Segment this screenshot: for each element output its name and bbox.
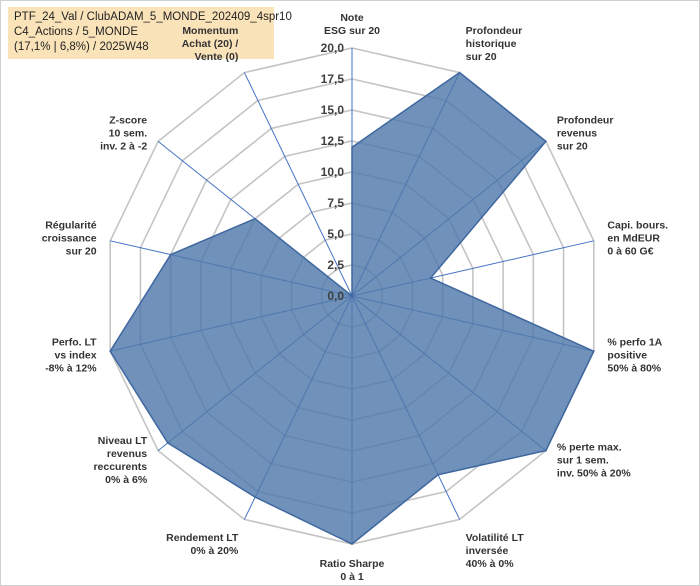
axis-label: Perfo. LT vs index -8% à 12% <box>45 336 97 374</box>
axis-label-line: Capi. bours. <box>607 220 668 232</box>
axis-label-line: reccurents <box>93 461 147 473</box>
axis-label-line: Perfo. LT <box>52 336 97 348</box>
axis-label-line: Vente (0) <box>195 51 239 63</box>
axis-label-line: positive <box>607 349 647 361</box>
tick-label: 0,0 <box>327 289 344 303</box>
axis-label-line: sur 1 sem. <box>557 454 609 466</box>
tick-label: 10,0 <box>321 165 345 179</box>
axis-label-line: Profondeur <box>466 25 523 37</box>
tick-label: 5,0 <box>327 227 344 241</box>
axis-label-line: Achat (20) / <box>182 38 239 50</box>
axis-label-line: Ratio Sharpe <box>320 558 385 570</box>
data-point <box>437 473 439 476</box>
axis-label-line: Niveau LT <box>98 435 148 447</box>
axis-label-line: 50% à 80% <box>607 362 661 374</box>
axis-label-line: Profondeur <box>557 115 614 127</box>
axis-label: Note ESG sur 20 <box>324 12 380 37</box>
axis-label: Capi. bours. en MdEUR 0 à 60 G€ <box>607 220 668 258</box>
data-point <box>429 277 432 279</box>
axis-label-line: sur 20 <box>66 246 97 258</box>
axis-label: Niveau LT revenus reccurents 0% à 6% <box>93 435 147 486</box>
data-point <box>545 140 547 143</box>
data-point <box>592 350 595 352</box>
tick-label: 15,0 <box>321 103 345 117</box>
axis-label-line: 0% à 6% <box>105 474 148 486</box>
axis-label-line: Rendement LT <box>166 532 239 544</box>
axis-label: Profondeur revenus sur 20 <box>557 115 614 153</box>
data-point <box>167 442 169 444</box>
axis-label-line: 40% à 0% <box>466 558 515 570</box>
axis-label-line: 0 à 1 <box>340 571 364 583</box>
axis-label-line: Régularité <box>45 220 97 232</box>
axis-label-line: 0 à 60 G€ <box>607 246 653 258</box>
data-point <box>351 146 353 148</box>
axis-label-line: Momentum <box>182 25 238 37</box>
tick-label: 2,5 <box>327 258 344 272</box>
axis-label-line: -8% à 12% <box>45 362 97 374</box>
data-point <box>351 543 353 545</box>
tick-label: 7,5 <box>327 196 344 210</box>
axis-label-line: croissance <box>42 233 97 245</box>
data-point <box>254 217 256 220</box>
axis-label-line: inversée <box>466 545 509 557</box>
axis-label-line: 0% à 20% <box>190 545 239 557</box>
axis-label: Rendement LT 0% à 20% <box>166 532 239 557</box>
axis-label: Volatilité LT inversée 40% à 0% <box>466 532 525 570</box>
axis-label: Momentum Achat (20) / Vente (0) <box>182 25 239 63</box>
data-point <box>169 253 172 256</box>
axis-label-line: inv. 2 à -2 <box>100 141 147 153</box>
title-line-3: (17,1% | 6,8%) / 2025W48 <box>14 41 149 53</box>
axis-label-line: en MdEUR <box>607 233 660 245</box>
axis-label: % perte max. sur 1 sem. inv. 50% à 20% <box>557 441 632 479</box>
axis-label-line: sur 20 <box>557 141 588 153</box>
data-point <box>545 449 547 452</box>
radar-tick-labels: 0,0 2,5 5,0 7,5 10,0 12,5 15,0 17,5 20,0 <box>321 41 345 303</box>
axis-label-line: revenus <box>557 128 597 140</box>
axis-label-line: Note <box>340 12 363 24</box>
axis-label: Z-score 10 sem. inv. 2 à -2 <box>100 115 147 153</box>
axis-label: % perfo 1A positive 50% à 80% <box>607 336 662 374</box>
axis-label: Régularité croissance sur 20 <box>42 220 97 258</box>
axis-label-line: vs index <box>55 349 97 361</box>
axis-label-line: Z-score <box>109 115 147 127</box>
axis-label: Profondeur historique sur 20 <box>466 25 523 63</box>
axis-label-line: sur 20 <box>466 51 497 63</box>
radar-series <box>109 71 595 545</box>
data-point <box>254 496 256 498</box>
axis-label-line: inv. 50% à 20% <box>557 467 632 479</box>
chart-title-box: PTF_24_Val / ClubADAM_5_MONDE_202409_4sp… <box>8 7 292 59</box>
title-line-2: C4_Actions / 5_MONDE <box>14 26 138 38</box>
data-point <box>458 71 461 74</box>
axis-label-line: revenus <box>107 448 147 460</box>
axis-spoke <box>243 72 353 297</box>
tick-label: 20,0 <box>321 41 345 55</box>
axis-label-line: % perte max. <box>557 441 622 453</box>
axis-label: Ratio Sharpe 0 à 1 <box>320 558 385 583</box>
data-point <box>351 295 353 297</box>
axis-label-line: Volatilité LT <box>466 532 525 544</box>
axis-label-line: 10 sem. <box>109 128 148 140</box>
data-point <box>109 350 112 352</box>
axis-label-line: historique <box>466 38 517 50</box>
axis-label-line: % perfo 1A <box>607 336 662 348</box>
title-line-1: PTF_24_Val / ClubADAM_5_MONDE_202409_4sp… <box>14 11 292 23</box>
tick-label: 17,5 <box>321 72 345 86</box>
tick-label: 12,5 <box>321 134 345 148</box>
radar-axis-labels: Note ESG sur 20 Profondeur historique sur 20… <box>42 12 668 583</box>
axis-label-line: ESG sur 20 <box>324 25 380 37</box>
